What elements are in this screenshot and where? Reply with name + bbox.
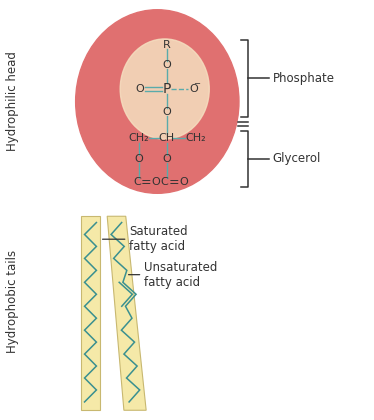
Text: Hydrophilic head: Hydrophilic head xyxy=(6,52,19,152)
Text: Glycerol: Glycerol xyxy=(272,152,321,165)
Text: Phosphate: Phosphate xyxy=(272,72,334,85)
Text: Saturated
fatty acid: Saturated fatty acid xyxy=(129,225,188,253)
Text: O: O xyxy=(179,177,188,187)
Text: P: P xyxy=(162,82,171,96)
Text: O: O xyxy=(189,84,198,94)
Text: CH: CH xyxy=(159,133,175,143)
Text: O: O xyxy=(162,60,171,70)
Text: −: − xyxy=(193,79,200,89)
Circle shape xyxy=(76,10,239,193)
Text: C: C xyxy=(133,177,141,187)
Text: Unsaturated
fatty acid: Unsaturated fatty acid xyxy=(144,261,218,289)
Circle shape xyxy=(120,39,209,139)
Polygon shape xyxy=(81,216,100,410)
Text: CH₂: CH₂ xyxy=(185,133,206,143)
Text: =: = xyxy=(169,176,179,189)
Text: O: O xyxy=(162,107,171,117)
Polygon shape xyxy=(107,216,146,410)
Text: O: O xyxy=(134,154,143,164)
Text: =: = xyxy=(141,176,151,189)
Text: O: O xyxy=(135,84,144,94)
Text: O: O xyxy=(162,154,171,164)
Text: R: R xyxy=(163,40,171,50)
Text: O: O xyxy=(151,177,160,187)
Text: CH₂: CH₂ xyxy=(128,133,149,143)
Text: Hydrophobic tails: Hydrophobic tails xyxy=(6,250,19,353)
Text: C: C xyxy=(161,177,169,187)
